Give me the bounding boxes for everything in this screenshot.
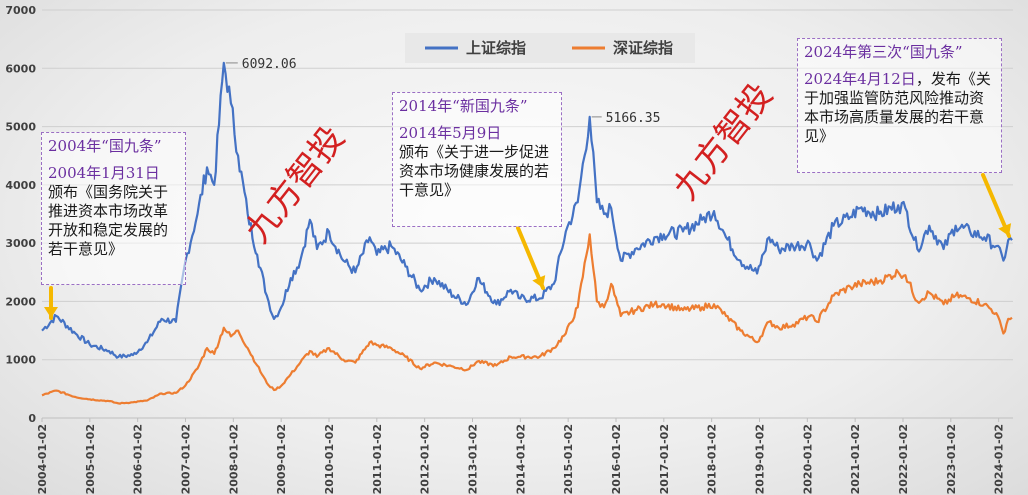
note-2024-body: ，发布《关于加强监管防范风险推动资本市场高质量发展的若干意见》 [804,70,991,145]
note-2004-date: 2004年1月31日 [48,164,160,182]
x-tick-label: 2011-01-02 [371,424,384,494]
note-2014-date: 2014年5月9日 [399,124,502,142]
note-2024-date: 2024年4月12日 [804,70,916,88]
note-2004-title: 2004年“国九条” [48,137,162,155]
y-tick-label: 1000 [5,354,36,367]
note-2014: 2014年“新国九条” 2014年5月9日 颁布《关于进一步促进资本市场健康发展… [392,92,562,227]
y-tick-label: 0 [28,412,36,425]
legend-label-shanghai: 上证综指 [466,39,526,57]
y-tick-label: 2000 [5,295,36,308]
x-tick-label: 2019-01-02 [753,424,766,494]
note-2024: 2024年第三次“国九条” 2024年4月12日，发布《关于加强监管防范风险推动… [797,38,1002,173]
arrow-2024-head [998,223,1012,236]
x-tick-label: 2012-01-02 [419,424,432,494]
note-2024-title: 2024年第三次“国九条” [804,43,963,61]
x-tick-label: 2013-01-02 [466,424,479,494]
peak-label-6092: 6092.06 [242,57,297,72]
series-line-shanghai [41,61,1013,359]
x-tick-label: 2022-01-02 [897,424,910,494]
x-tick-label: 2004-01-02 [36,424,49,494]
x-tick-label: 2017-01-02 [658,424,671,494]
x-tick-label: 2006-01-02 [132,424,145,494]
note-2004: 2004年“国九条” 2004年1月31日 颁布《国务院关于推进资本市场改革开放… [41,132,186,285]
x-tick-label: 2005-01-02 [84,424,97,494]
legend-label-shenzhen: 深证综指 [613,39,673,57]
note-2014-body: 颁布《关于进一步促进资本市场健康发展的若干意见》 [399,143,550,199]
note-2014-title: 2014年“新国九条” [399,97,528,115]
x-tick-label: 2009-01-02 [275,424,288,494]
y-tick-label: 5000 [5,121,36,134]
x-tick-label: 2018-01-02 [706,424,719,494]
x-tick-label: 2014-01-02 [514,424,527,494]
x-tick-label: 2010-01-02 [323,424,336,494]
x-tick-label: 2021-01-02 [849,424,862,494]
y-tick-label: 3000 [5,237,36,250]
peak-label-5166: 5166.35 [606,111,661,126]
arrow-2024-shaft [981,173,1011,238]
y-tick-label: 4000 [5,179,36,192]
x-tick-label: 2020-01-02 [801,424,814,494]
watermark-right: 九方智投 [666,76,781,208]
arrow-2004-head [44,307,58,318]
note-2004-body: 颁布《国务院关于推进资本市场改革开放和稳定发展的若干意见》 [48,183,169,258]
y-tick-label: 7000 [5,4,36,17]
y-tick-label: 6000 [5,62,36,75]
x-tick-label: 2016-01-02 [610,424,623,494]
x-tick-label: 2024-01-02 [993,424,1006,494]
series-line-shenzhen [41,233,1013,405]
x-tick-label: 2007-01-02 [179,424,192,494]
x-tick-label: 2023-01-02 [945,424,958,494]
x-tick-label: 2008-01-02 [227,424,240,494]
arrow-2014-head [532,275,546,288]
x-tick-label: 2015-01-02 [562,424,575,494]
